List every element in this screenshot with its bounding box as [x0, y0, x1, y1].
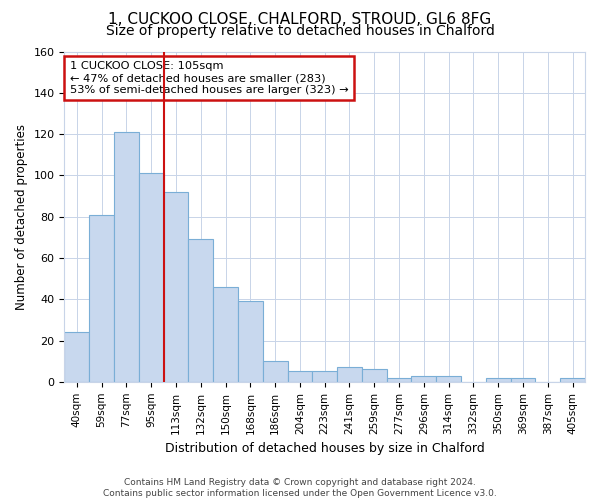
- Bar: [238, 302, 263, 382]
- Bar: [164, 192, 188, 382]
- Bar: [64, 332, 89, 382]
- Bar: [139, 174, 164, 382]
- Bar: [188, 240, 213, 382]
- Text: Size of property relative to detached houses in Chalford: Size of property relative to detached ho…: [106, 24, 494, 38]
- Bar: [213, 287, 238, 382]
- Text: Contains HM Land Registry data © Crown copyright and database right 2024.
Contai: Contains HM Land Registry data © Crown c…: [103, 478, 497, 498]
- Bar: [287, 372, 313, 382]
- Bar: [412, 376, 436, 382]
- Bar: [89, 214, 114, 382]
- Bar: [362, 370, 386, 382]
- Bar: [263, 361, 287, 382]
- Y-axis label: Number of detached properties: Number of detached properties: [15, 124, 28, 310]
- Bar: [436, 376, 461, 382]
- Bar: [386, 378, 412, 382]
- Bar: [486, 378, 511, 382]
- Bar: [337, 368, 362, 382]
- Text: 1, CUCKOO CLOSE, CHALFORD, STROUD, GL6 8FG: 1, CUCKOO CLOSE, CHALFORD, STROUD, GL6 8…: [109, 12, 491, 28]
- Bar: [511, 378, 535, 382]
- X-axis label: Distribution of detached houses by size in Chalford: Distribution of detached houses by size …: [165, 442, 485, 455]
- Text: 1 CUCKOO CLOSE: 105sqm
← 47% of detached houses are smaller (283)
53% of semi-de: 1 CUCKOO CLOSE: 105sqm ← 47% of detached…: [70, 62, 348, 94]
- Bar: [114, 132, 139, 382]
- Bar: [313, 372, 337, 382]
- Bar: [560, 378, 585, 382]
